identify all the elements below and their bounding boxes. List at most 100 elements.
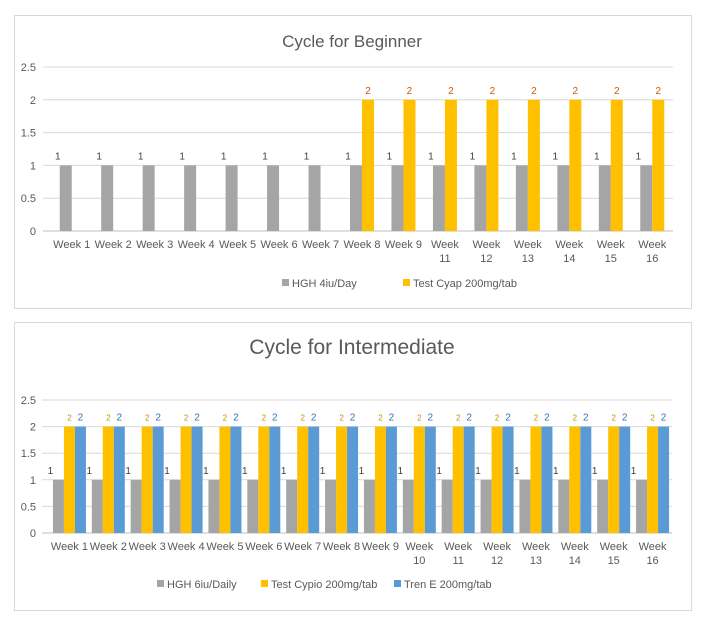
bar-0 xyxy=(515,165,528,231)
data-label: 1 xyxy=(631,466,637,477)
legend-swatch xyxy=(157,580,164,587)
data-label: 2 xyxy=(233,413,239,424)
bar-2 xyxy=(308,426,320,533)
bar-0 xyxy=(247,479,259,533)
y-tick-label: 1.5 xyxy=(21,448,36,460)
x-tick-label: Week 3 xyxy=(129,541,166,553)
bar-1 xyxy=(63,426,75,533)
bar-1 xyxy=(180,426,192,533)
bar-2 xyxy=(502,426,514,533)
x-tick-label: Week xyxy=(431,239,459,251)
bar-1 xyxy=(297,426,309,533)
bar-0 xyxy=(184,165,197,231)
bar-1 xyxy=(452,426,464,533)
x-tick-label: 11 xyxy=(439,253,450,265)
x-tick-label: Week 4 xyxy=(168,541,205,553)
bar-2 xyxy=(658,426,670,533)
bar-1 xyxy=(486,99,499,231)
data-label: 1 xyxy=(553,466,559,477)
bar-2 xyxy=(424,426,436,533)
data-label: 2 xyxy=(448,86,454,97)
data-label: 2 xyxy=(117,413,123,424)
bar-2 xyxy=(619,426,631,533)
bar-0 xyxy=(101,165,114,231)
data-label: 2 xyxy=(531,86,537,97)
bar-1 xyxy=(530,426,542,533)
x-tick-label: Week xyxy=(514,239,542,251)
data-label: 2 xyxy=(184,414,189,423)
data-label: 2 xyxy=(573,414,578,423)
bar-1 xyxy=(444,99,457,231)
x-tick-label: 16 xyxy=(646,253,658,265)
bar-0 xyxy=(91,479,103,533)
bar-1 xyxy=(102,426,114,533)
x-tick-label: 12 xyxy=(491,555,503,567)
x-tick-label: 11 xyxy=(452,555,463,567)
bar-0 xyxy=(52,479,64,533)
x-tick-label: Week xyxy=(405,541,433,553)
data-label: 2 xyxy=(428,413,434,424)
data-label: 1 xyxy=(281,466,287,477)
bar-0 xyxy=(519,479,531,533)
y-tick-label: 2 xyxy=(30,422,36,434)
x-tick-label: Week 1 xyxy=(51,541,88,553)
bar-2 xyxy=(74,426,86,533)
x-tick-label: Week 7 xyxy=(284,541,321,553)
x-tick-label: Week 9 xyxy=(385,239,422,251)
legend-label: Test Cypio 200mg/tab xyxy=(271,579,377,591)
data-label: 1 xyxy=(398,466,404,477)
data-label: 1 xyxy=(635,151,641,162)
bar-0 xyxy=(169,479,181,533)
bar-0 xyxy=(130,479,142,533)
legend-swatch xyxy=(403,279,410,286)
bar-1 xyxy=(336,426,348,533)
data-label: 2 xyxy=(417,414,422,423)
data-label: 2 xyxy=(272,413,278,424)
data-label: 2 xyxy=(661,413,667,424)
x-tick-label: 15 xyxy=(608,555,620,567)
data-label: 2 xyxy=(223,414,228,423)
bar-1 xyxy=(491,426,503,533)
data-label: 1 xyxy=(242,466,248,477)
data-label: 1 xyxy=(592,466,598,477)
legend-label: HGH 4iu/Day xyxy=(292,278,357,290)
y-tick-label: 0 xyxy=(30,226,36,238)
bar-2 xyxy=(463,426,475,533)
bar-2 xyxy=(347,426,359,533)
data-label: 2 xyxy=(300,414,305,423)
chart-title: Cycle for Intermediate xyxy=(249,336,454,359)
bar-0 xyxy=(480,479,492,533)
data-label: 1 xyxy=(164,466,170,477)
data-label: 2 xyxy=(339,414,344,423)
bar-2 xyxy=(385,426,397,533)
data-label: 2 xyxy=(466,413,472,424)
bar-2 xyxy=(113,426,125,533)
data-label: 1 xyxy=(55,151,61,162)
x-tick-label: Week xyxy=(600,541,628,553)
data-label: 2 xyxy=(389,413,395,424)
bar-0 xyxy=(558,479,570,533)
x-tick-label: 13 xyxy=(530,555,542,567)
x-tick-label: Week 8 xyxy=(343,239,380,251)
data-label: 2 xyxy=(78,413,84,424)
data-label: 2 xyxy=(614,86,620,97)
x-tick-label: Week xyxy=(444,541,472,553)
bar-0 xyxy=(142,165,155,231)
bar-0 xyxy=(225,165,238,231)
x-tick-label: 10 xyxy=(413,555,425,567)
bar-0 xyxy=(432,165,445,231)
bar-0 xyxy=(640,165,653,231)
y-tick-label: 1.5 xyxy=(21,128,36,140)
bar-2 xyxy=(152,426,164,533)
data-label: 1 xyxy=(304,151,310,162)
data-label: 1 xyxy=(87,466,93,477)
bar-2 xyxy=(580,426,592,533)
bar-1 xyxy=(374,426,386,533)
x-tick-label: Week xyxy=(555,239,583,251)
data-label: 1 xyxy=(262,151,268,162)
bar-2 xyxy=(191,426,203,533)
data-label: 1 xyxy=(345,151,351,162)
data-label: 1 xyxy=(359,466,365,477)
bar-0 xyxy=(636,479,648,533)
bar-1 xyxy=(258,426,270,533)
